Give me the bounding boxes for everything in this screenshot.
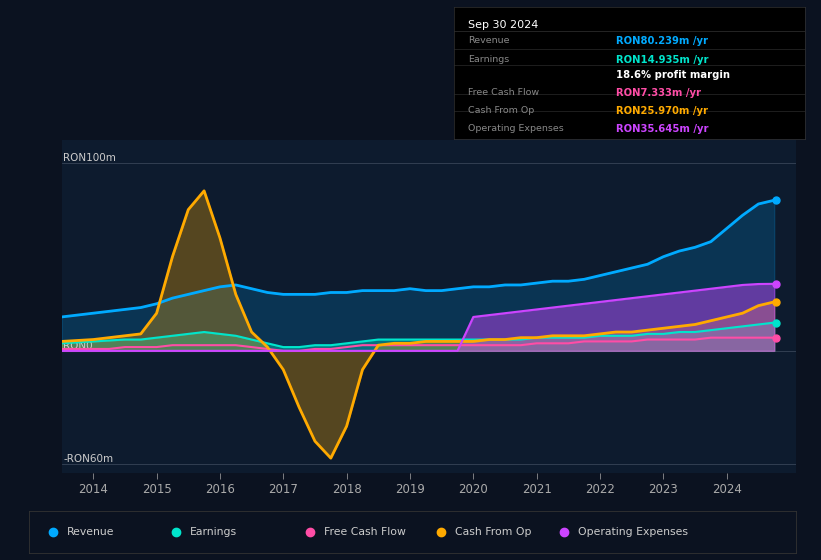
- Text: Free Cash Flow: Free Cash Flow: [324, 528, 406, 537]
- Text: RON0: RON0: [63, 341, 93, 351]
- Text: RON14.935m /yr: RON14.935m /yr: [616, 55, 709, 64]
- Text: RON25.970m /yr: RON25.970m /yr: [616, 106, 708, 116]
- Text: Free Cash Flow: Free Cash Flow: [468, 87, 539, 96]
- Text: Operating Expenses: Operating Expenses: [468, 124, 564, 133]
- Text: Sep 30 2024: Sep 30 2024: [468, 20, 539, 30]
- Text: -RON60m: -RON60m: [63, 454, 113, 464]
- Text: 18.6% profit margin: 18.6% profit margin: [616, 71, 730, 81]
- Text: RON100m: RON100m: [63, 152, 116, 162]
- Text: Revenue: Revenue: [67, 528, 115, 537]
- Text: Operating Expenses: Operating Expenses: [578, 528, 688, 537]
- Text: Earnings: Earnings: [468, 55, 509, 64]
- Text: RON7.333m /yr: RON7.333m /yr: [616, 87, 700, 97]
- Text: Revenue: Revenue: [468, 36, 510, 45]
- Text: Earnings: Earnings: [190, 528, 237, 537]
- Text: RON35.645m /yr: RON35.645m /yr: [616, 124, 709, 134]
- Text: RON80.239m /yr: RON80.239m /yr: [616, 36, 708, 46]
- Text: Cash From Op: Cash From Op: [468, 106, 534, 115]
- Text: Cash From Op: Cash From Op: [455, 528, 531, 537]
